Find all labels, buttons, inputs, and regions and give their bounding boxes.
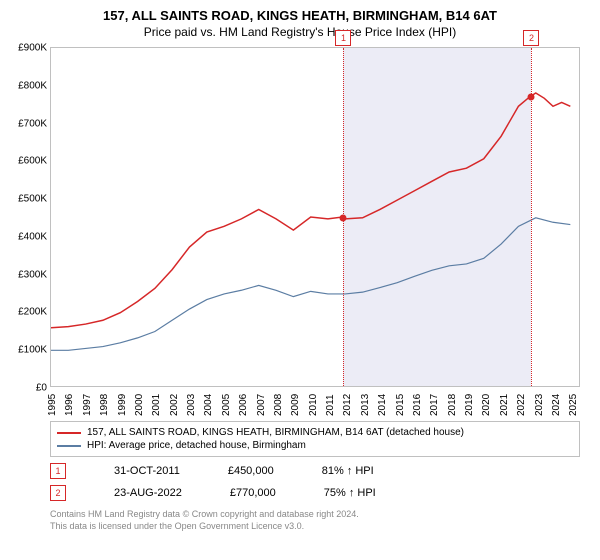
legend-swatch <box>57 432 81 434</box>
y-tick-label: £400K <box>3 231 47 242</box>
sale-price: £450,000 <box>228 465 274 477</box>
legend-row: 157, ALL SAINTS ROAD, KINGS HEATH, BIRMI… <box>57 426 573 439</box>
series-line-price_paid <box>51 93 570 328</box>
transaction-point <box>340 215 347 222</box>
legend-swatch <box>57 445 81 447</box>
chart-title: 157, ALL SAINTS ROAD, KINGS HEATH, BIRMI… <box>0 0 600 23</box>
chart-area: £0£100K£200K£300K£400K£500K£600K£700K£80… <box>50 47 580 417</box>
legend-row: HPI: Average price, detached house, Birm… <box>57 439 573 452</box>
chart-subtitle: Price paid vs. HM Land Registry's House … <box>0 23 600 39</box>
footer-line: This data is licensed under the Open Gov… <box>50 521 588 533</box>
y-tick-label: £800K <box>3 80 47 91</box>
y-tick-label: £200K <box>3 307 47 318</box>
series-line-hpi <box>51 218 570 351</box>
sale-row: 1 31-OCT-2011 £450,000 81% ↑ HPI <box>50 463 588 479</box>
footer: Contains HM Land Registry data © Crown c… <box>50 509 588 532</box>
footer-line: Contains HM Land Registry data © Crown c… <box>50 509 588 521</box>
y-tick-label: £100K <box>3 345 47 356</box>
y-tick-label: £700K <box>3 118 47 129</box>
legend: 157, ALL SAINTS ROAD, KINGS HEATH, BIRMI… <box>50 421 580 457</box>
sale-pct: 81% ↑ HPI <box>322 465 374 477</box>
legend-label: HPI: Average price, detached house, Birm… <box>87 440 306 451</box>
sale-marker-box: 2 <box>50 485 66 501</box>
sale-price: £770,000 <box>230 487 276 499</box>
plot-area: £0£100K£200K£300K£400K£500K£600K£700K£80… <box>50 47 580 387</box>
sale-date: 23-AUG-2022 <box>114 487 182 499</box>
y-tick-label: £0 <box>3 383 47 394</box>
sale-pct: 75% ↑ HPI <box>324 487 376 499</box>
legend-label: 157, ALL SAINTS ROAD, KINGS HEATH, BIRMI… <box>87 427 464 438</box>
transaction-marker-box: 1 <box>335 30 351 46</box>
sale-marker-box: 1 <box>50 463 66 479</box>
y-tick-label: £600K <box>3 156 47 167</box>
y-tick-label: £500K <box>3 194 47 205</box>
y-tick-label: £900K <box>3 43 47 54</box>
sale-date: 31-OCT-2011 <box>114 465 180 477</box>
y-tick-label: £300K <box>3 269 47 280</box>
line-svg <box>51 48 579 386</box>
transaction-point <box>528 94 535 101</box>
sale-row: 2 23-AUG-2022 £770,000 75% ↑ HPI <box>50 485 588 501</box>
chart-container: 157, ALL SAINTS ROAD, KINGS HEATH, BIRMI… <box>0 0 600 560</box>
transaction-marker-box: 2 <box>523 30 539 46</box>
